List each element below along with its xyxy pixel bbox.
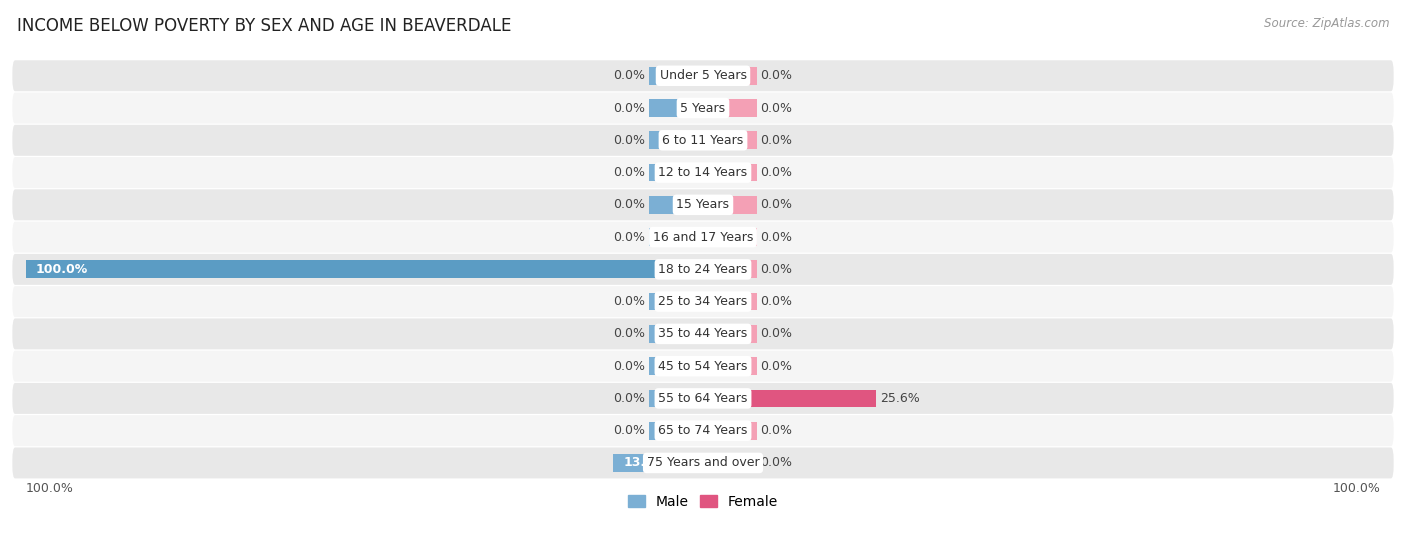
Text: 0.0%: 0.0% bbox=[613, 295, 645, 308]
Text: 75 Years and over: 75 Years and over bbox=[647, 456, 759, 469]
Text: 0.0%: 0.0% bbox=[761, 456, 793, 469]
Text: 0.0%: 0.0% bbox=[613, 424, 645, 437]
Text: 0.0%: 0.0% bbox=[613, 360, 645, 373]
Text: 100.0%: 100.0% bbox=[25, 482, 73, 496]
Bar bbox=[703, 228, 758, 246]
Text: 15 Years: 15 Years bbox=[676, 198, 730, 211]
Bar bbox=[703, 196, 758, 214]
Text: 0.0%: 0.0% bbox=[613, 392, 645, 405]
FancyBboxPatch shape bbox=[13, 125, 1393, 156]
Text: 100.0%: 100.0% bbox=[1333, 482, 1381, 496]
FancyBboxPatch shape bbox=[13, 350, 1393, 382]
Text: 0.0%: 0.0% bbox=[613, 328, 645, 340]
Text: 0.0%: 0.0% bbox=[613, 166, 645, 179]
Text: 18 to 24 Years: 18 to 24 Years bbox=[658, 263, 748, 276]
FancyBboxPatch shape bbox=[13, 60, 1393, 92]
Bar bbox=[703, 357, 758, 375]
Text: 100.0%: 100.0% bbox=[37, 263, 89, 276]
Bar bbox=[703, 389, 876, 407]
Legend: Male, Female: Male, Female bbox=[623, 489, 783, 514]
Bar bbox=[703, 422, 758, 440]
Text: 0.0%: 0.0% bbox=[761, 102, 793, 114]
Bar bbox=[613, 454, 703, 472]
Text: 55 to 64 Years: 55 to 64 Years bbox=[658, 392, 748, 405]
Text: 0.0%: 0.0% bbox=[761, 69, 793, 82]
Text: 12 to 14 Years: 12 to 14 Years bbox=[658, 166, 748, 179]
Text: 6 to 11 Years: 6 to 11 Years bbox=[662, 134, 744, 147]
Bar bbox=[703, 99, 758, 117]
Text: 5 Years: 5 Years bbox=[681, 102, 725, 114]
Text: 35 to 44 Years: 35 to 44 Years bbox=[658, 328, 748, 340]
Bar bbox=[703, 132, 758, 149]
Text: Source: ZipAtlas.com: Source: ZipAtlas.com bbox=[1264, 17, 1389, 30]
Text: 13.3%: 13.3% bbox=[623, 456, 666, 469]
Text: 0.0%: 0.0% bbox=[761, 295, 793, 308]
Bar bbox=[703, 454, 758, 472]
FancyBboxPatch shape bbox=[13, 319, 1393, 349]
Text: 45 to 54 Years: 45 to 54 Years bbox=[658, 360, 748, 373]
Text: 0.0%: 0.0% bbox=[613, 102, 645, 114]
Bar bbox=[648, 325, 703, 343]
Text: 0.0%: 0.0% bbox=[761, 198, 793, 211]
FancyBboxPatch shape bbox=[13, 93, 1393, 123]
Bar bbox=[703, 67, 758, 85]
FancyBboxPatch shape bbox=[13, 222, 1393, 253]
Bar bbox=[648, 293, 703, 310]
Text: 0.0%: 0.0% bbox=[761, 134, 793, 147]
Text: 0.0%: 0.0% bbox=[613, 69, 645, 82]
Bar bbox=[703, 261, 758, 278]
Bar bbox=[25, 261, 703, 278]
Text: 16 and 17 Years: 16 and 17 Years bbox=[652, 230, 754, 244]
Text: 0.0%: 0.0% bbox=[761, 166, 793, 179]
Bar bbox=[648, 163, 703, 181]
Text: 25.6%: 25.6% bbox=[880, 392, 920, 405]
Text: 0.0%: 0.0% bbox=[761, 230, 793, 244]
Bar bbox=[648, 196, 703, 214]
Text: 0.0%: 0.0% bbox=[761, 360, 793, 373]
Bar bbox=[703, 325, 758, 343]
Text: 25 to 34 Years: 25 to 34 Years bbox=[658, 295, 748, 308]
FancyBboxPatch shape bbox=[13, 383, 1393, 414]
Bar bbox=[703, 293, 758, 310]
FancyBboxPatch shape bbox=[13, 286, 1393, 317]
Text: 65 to 74 Years: 65 to 74 Years bbox=[658, 424, 748, 437]
FancyBboxPatch shape bbox=[13, 415, 1393, 446]
Text: 0.0%: 0.0% bbox=[613, 230, 645, 244]
FancyBboxPatch shape bbox=[13, 157, 1393, 188]
Bar bbox=[703, 163, 758, 181]
Text: 0.0%: 0.0% bbox=[761, 424, 793, 437]
Text: 0.0%: 0.0% bbox=[613, 198, 645, 211]
Bar bbox=[648, 422, 703, 440]
Text: 0.0%: 0.0% bbox=[613, 134, 645, 147]
FancyBboxPatch shape bbox=[13, 254, 1393, 285]
FancyBboxPatch shape bbox=[13, 189, 1393, 220]
Bar bbox=[648, 228, 703, 246]
Bar bbox=[648, 67, 703, 85]
Bar bbox=[648, 99, 703, 117]
Text: Under 5 Years: Under 5 Years bbox=[659, 69, 747, 82]
Text: 0.0%: 0.0% bbox=[761, 328, 793, 340]
Bar bbox=[648, 357, 703, 375]
Bar bbox=[648, 389, 703, 407]
Bar bbox=[648, 132, 703, 149]
FancyBboxPatch shape bbox=[13, 448, 1393, 478]
Text: 0.0%: 0.0% bbox=[761, 263, 793, 276]
Text: INCOME BELOW POVERTY BY SEX AND AGE IN BEAVERDALE: INCOME BELOW POVERTY BY SEX AND AGE IN B… bbox=[17, 17, 512, 35]
